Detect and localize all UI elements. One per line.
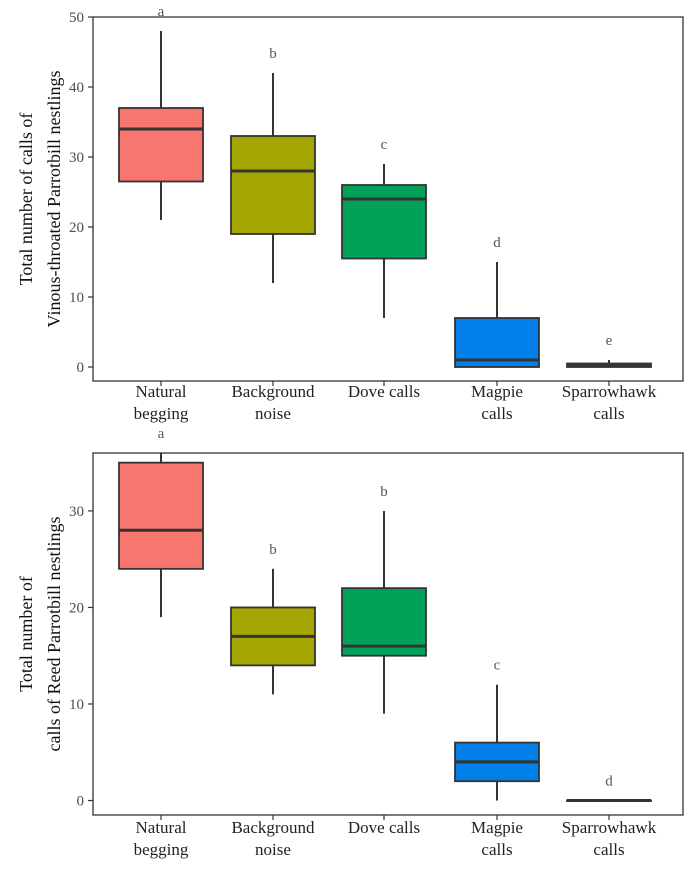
x-category-label: calls	[593, 404, 624, 423]
significance-letter: b	[269, 542, 277, 558]
x-category-label: noise	[255, 404, 291, 423]
x-category-label: Magpie	[471, 818, 523, 837]
x-category-label: Dove calls	[348, 382, 420, 401]
x-category-label: Natural	[136, 382, 187, 401]
y-tick-label: 0	[77, 360, 85, 376]
y-tick-label: 30	[69, 150, 84, 166]
y-tick-label: 20	[69, 600, 84, 616]
y-tick-label: 10	[69, 697, 84, 713]
y-tick-label: 40	[69, 80, 84, 96]
box	[341, 184, 427, 260]
x-category-label: begging	[134, 840, 189, 859]
box	[118, 107, 204, 183]
y-axis-label: Total number of	[16, 576, 36, 692]
x-category-label: calls	[593, 840, 624, 859]
significance-letter: c	[494, 658, 501, 674]
x-category-label: Sparrowhawk	[562, 818, 657, 837]
significance-letter: e	[606, 333, 613, 349]
significance-letter: d	[605, 774, 613, 790]
y-tick-label: 50	[69, 10, 84, 26]
significance-letter: d	[493, 235, 501, 251]
x-category-label: Magpie	[471, 382, 523, 401]
y-axis-label: Total number of calls of	[16, 113, 36, 286]
y-tick-label: 30	[69, 504, 84, 520]
x-category-label: Background	[231, 382, 315, 401]
y-tick-label: 20	[69, 220, 84, 236]
significance-letter: b	[269, 46, 277, 62]
x-category-label: calls	[481, 840, 512, 859]
y-tick-label: 0	[77, 794, 85, 810]
x-category-label: Natural	[136, 818, 187, 837]
significance-letter: a	[158, 4, 165, 20]
x-category-label: Background	[231, 818, 315, 837]
x-category-label: begging	[134, 404, 189, 423]
panel-2: 0 10 20 30 Total number of calls of Reed Parr…	[16, 426, 684, 859]
significance-letter: c	[381, 137, 388, 153]
x-category-label: Dove calls	[348, 818, 420, 837]
x-category-label: calls	[481, 404, 512, 423]
significance-letter: b	[380, 484, 388, 500]
x-category-label: Sparrowhawk	[562, 382, 657, 401]
y-tick-label: 10	[69, 290, 84, 306]
box	[230, 135, 316, 235]
significance-letter: a	[158, 426, 165, 442]
box	[341, 587, 427, 657]
panel-1: 0 10 20 30 40 50 Total number of calls of Vinou…	[16, 4, 684, 423]
y-axis-label: Vinous-throated Parrotbill nestlings	[44, 71, 64, 328]
box	[118, 461, 204, 570]
x-category-label: noise	[255, 840, 291, 859]
y-axis-label: calls of Reed Parrotbill nestlings	[44, 517, 64, 752]
